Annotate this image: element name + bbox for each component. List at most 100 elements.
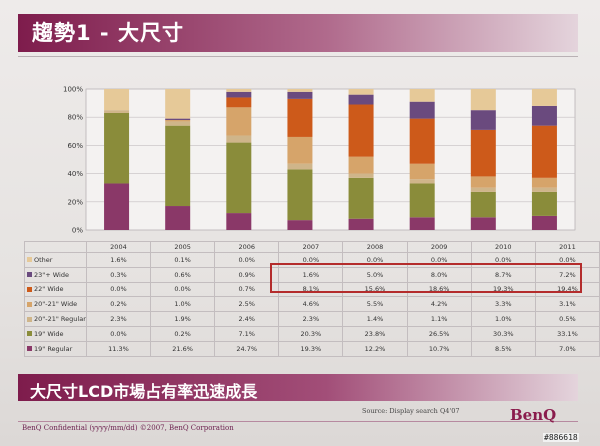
table-cell: 1.9% xyxy=(150,311,216,327)
bar-segment xyxy=(470,110,496,130)
table-row: 22" Wide 0.0% 0.0% 0.7% 8.1% 15.6% 18.6% 19.3% 1… xyxy=(24,281,600,298)
row-label: 23"+ Wide xyxy=(24,266,87,283)
table-row: 19" Wide 0.0% 0.2% 7.1% 20.3% 23.8% 26.5% 30.3%… xyxy=(24,325,600,342)
table-cell: 4.2% xyxy=(406,296,472,313)
table-cell: 2.5% xyxy=(214,296,280,313)
table-cell: 2.4% xyxy=(214,311,280,327)
table-cell: 19.3% xyxy=(278,340,344,357)
year-header: 2005 xyxy=(150,241,216,253)
watermark-id: #886618 xyxy=(543,433,579,442)
legend-swatch xyxy=(27,331,32,337)
bar-segment xyxy=(348,218,374,230)
year-header: 2007 xyxy=(278,241,344,253)
table-row: 20"-21" Wide 0.2% 1.0% 2.5% 4.6% 5.5% 4.2% 3.3%… xyxy=(24,296,600,313)
bar-segment xyxy=(287,169,313,221)
bar-segment xyxy=(409,183,435,218)
y-tick-label: 40% xyxy=(67,170,83,178)
legend-swatch xyxy=(27,301,32,307)
bar-segment xyxy=(226,213,252,230)
bar-segment xyxy=(348,177,374,219)
legend-swatch xyxy=(27,286,32,292)
bar-segment xyxy=(226,142,252,214)
bar-segment xyxy=(348,104,374,157)
bar-segment xyxy=(287,98,313,137)
legend-swatch xyxy=(27,272,32,278)
bar-segment xyxy=(470,191,496,218)
bar-segment xyxy=(165,118,191,121)
table-cell: 23.8% xyxy=(342,325,408,342)
table-cell: 0.0% xyxy=(150,281,216,298)
bar-segment xyxy=(104,183,130,230)
table-cell: 2.3% xyxy=(85,311,152,327)
bar-segment xyxy=(531,105,557,126)
table-cell: 0.0% xyxy=(85,281,152,298)
row-label: 20"-21" Wide xyxy=(24,296,87,313)
table-cell: 10.7% xyxy=(406,340,472,357)
banner-bar xyxy=(18,374,578,401)
footer-divider xyxy=(18,421,578,422)
bar-segment xyxy=(165,121,191,126)
table-cell: 3.3% xyxy=(470,296,536,313)
bar-segment xyxy=(287,89,313,92)
bar-segment xyxy=(531,177,557,188)
y-axis-ticks: 0% 20% 40% 60% 80% 100% xyxy=(63,86,83,235)
highlight-box xyxy=(270,263,582,293)
legend-swatch xyxy=(27,346,32,352)
bar-segment xyxy=(531,191,557,216)
bar-segment xyxy=(409,101,435,119)
table-cell: 7.0% xyxy=(534,340,600,357)
series-name: 20"-21" Regular xyxy=(34,315,86,324)
table-cell: 26.5% xyxy=(406,325,472,342)
y-tick-label: 60% xyxy=(67,142,83,150)
header-blank xyxy=(24,241,87,253)
chart-bars xyxy=(104,89,557,230)
confidential-note: BenQ Confidential (yyyy/mm/dd) ©2007, Be… xyxy=(22,424,234,432)
slide-title: 趨勢1 - 大尺寸 xyxy=(32,21,184,45)
row-label: Other xyxy=(24,252,87,268)
bar-segment xyxy=(165,89,191,119)
row-label: 20"-21" Regular xyxy=(24,311,87,327)
table-cell: 0.6% xyxy=(150,266,216,283)
table-cell: 1.6% xyxy=(85,252,152,268)
table-cell: 33.1% xyxy=(534,325,600,342)
bar-segment xyxy=(470,187,496,192)
bar-segment xyxy=(470,217,496,230)
bar-segment xyxy=(531,215,557,230)
y-tick-label: 20% xyxy=(67,198,83,206)
bar-segment xyxy=(165,125,191,207)
table-cell: 0.2% xyxy=(150,325,216,342)
table-cell: 8.5% xyxy=(470,340,536,357)
table-cell: 20.3% xyxy=(278,325,344,342)
year-header: 2006 xyxy=(214,241,280,253)
bar-segment xyxy=(165,120,191,122)
year-header: 2004 xyxy=(85,241,152,253)
table-row: 23"+ Wide 0.3% 0.6% 0.9% 1.6% 5.0% 8.0% 8.7% 7.2… xyxy=(24,266,600,283)
table-cell: 0.3% xyxy=(85,266,152,283)
series-name: 23"+ Wide xyxy=(34,270,69,279)
series-name: 20"-21" Wide xyxy=(34,300,78,309)
table-cell: 11.3% xyxy=(85,340,152,357)
y-tick-label: 0% xyxy=(72,227,83,235)
table-cell: 5.5% xyxy=(342,296,408,313)
title-bar xyxy=(18,14,578,52)
y-tick-label: 100% xyxy=(63,86,83,94)
year-header: 2011 xyxy=(534,241,600,253)
table-cell: 24.7% xyxy=(214,340,280,357)
bar-segment xyxy=(287,220,313,230)
row-label: 22" Wide xyxy=(24,281,87,298)
bar-segment xyxy=(531,89,557,106)
bar-segment xyxy=(226,97,252,108)
bar-segment xyxy=(470,176,496,188)
bar-segment xyxy=(470,129,496,177)
table-cell: 2.3% xyxy=(278,311,344,327)
series-name: 22" Wide xyxy=(34,285,64,294)
year-header: 2010 xyxy=(470,241,536,253)
table-cell: 0.5% xyxy=(534,311,600,327)
bar-segment xyxy=(104,112,130,184)
table-cell: 30.3% xyxy=(470,325,536,342)
table-cell: 0.1% xyxy=(150,252,216,268)
table-cell: 21.6% xyxy=(150,340,216,357)
bar-segment xyxy=(226,89,252,92)
bar-segment xyxy=(287,163,313,170)
data-table: 2004 2005 2006 2007 2008 2009 2010 2011 Other 1.… xyxy=(24,241,600,357)
